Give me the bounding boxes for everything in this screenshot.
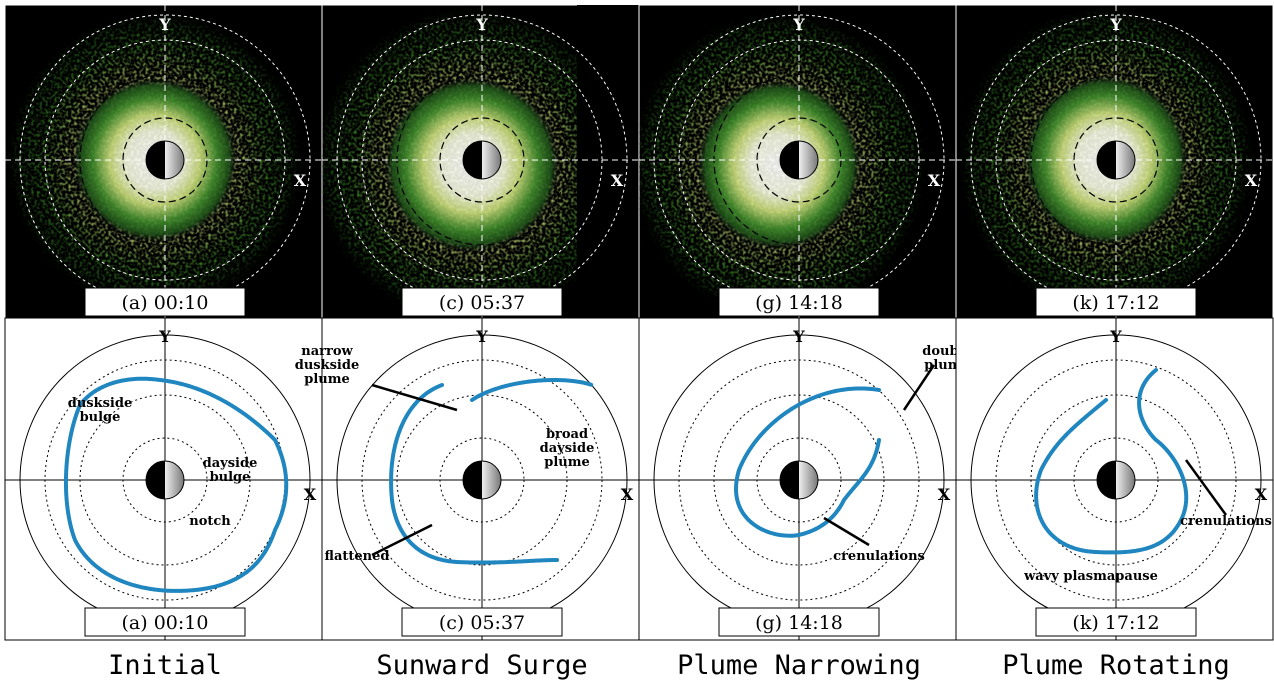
image-label: (a) 00:10 <box>122 292 209 314</box>
annotation: plume <box>544 455 590 470</box>
y-axis-label: Y <box>158 327 171 346</box>
figure: YX(a) 00:10YXdusksidebulgedaysidebulgeno… <box>0 0 1274 683</box>
plasmasphere-core <box>697 80 862 251</box>
y-axis-label: Y <box>158 15 171 34</box>
x-axis-label: X <box>294 171 307 190</box>
column-title: Plume Narrowing <box>677 650 921 681</box>
y-axis-label: Y <box>1109 327 1122 346</box>
annotation: bulge <box>210 470 251 485</box>
plot-label: (k) 17:12 <box>1072 612 1159 634</box>
x-axis-label: X <box>1245 171 1258 190</box>
y-axis-label: Y <box>475 15 488 34</box>
annotation: crenulations <box>833 549 925 564</box>
y-axis-label: Y <box>1109 15 1122 34</box>
annotation: bulge <box>80 410 121 425</box>
x-axis-label: X <box>304 485 317 504</box>
annotation: wavy plasmapause <box>1023 569 1158 584</box>
plot-label: (c) 05:37 <box>439 612 525 634</box>
y-axis-label: Y <box>792 15 805 34</box>
annotation: narrow <box>301 344 353 359</box>
panel-column: YX(a) 00:10YXdusksidebulgedaysidebulgeno… <box>5 5 322 681</box>
x-axis-label: X <box>1255 485 1268 504</box>
plot-label: (g) 14:18 <box>755 612 843 634</box>
y-axis-label: Y <box>792 327 805 346</box>
annotation: duskside <box>295 358 360 373</box>
x-axis-label: X <box>928 171 941 190</box>
plot-label: (a) 00:10 <box>122 612 209 634</box>
panel-column: YX(g) 14:18YXdoubleplumecrenulations(g) … <box>629 5 972 681</box>
annotation: plume <box>304 372 350 387</box>
annotation: flattened <box>325 549 390 564</box>
annotation: duskside <box>68 396 133 411</box>
y-axis-label: Y <box>475 327 488 346</box>
annotation: notch <box>189 514 231 529</box>
x-axis-label: X <box>938 485 951 504</box>
annotation: crenulations <box>1180 514 1272 529</box>
image-label: (g) 14:18 <box>755 292 843 314</box>
image-label: (k) 17:12 <box>1072 292 1159 314</box>
annotation: dayside <box>540 441 595 456</box>
image-label: (c) 05:37 <box>439 292 525 314</box>
column-title: Initial <box>108 650 222 681</box>
column-title: Sunward Surge <box>376 650 587 681</box>
annotation: broad <box>546 427 588 442</box>
x-axis-label: X <box>611 171 624 190</box>
x-axis-label: X <box>621 485 634 504</box>
annotation: dayside <box>203 456 258 471</box>
column-title: Plume Rotating <box>1002 650 1230 681</box>
